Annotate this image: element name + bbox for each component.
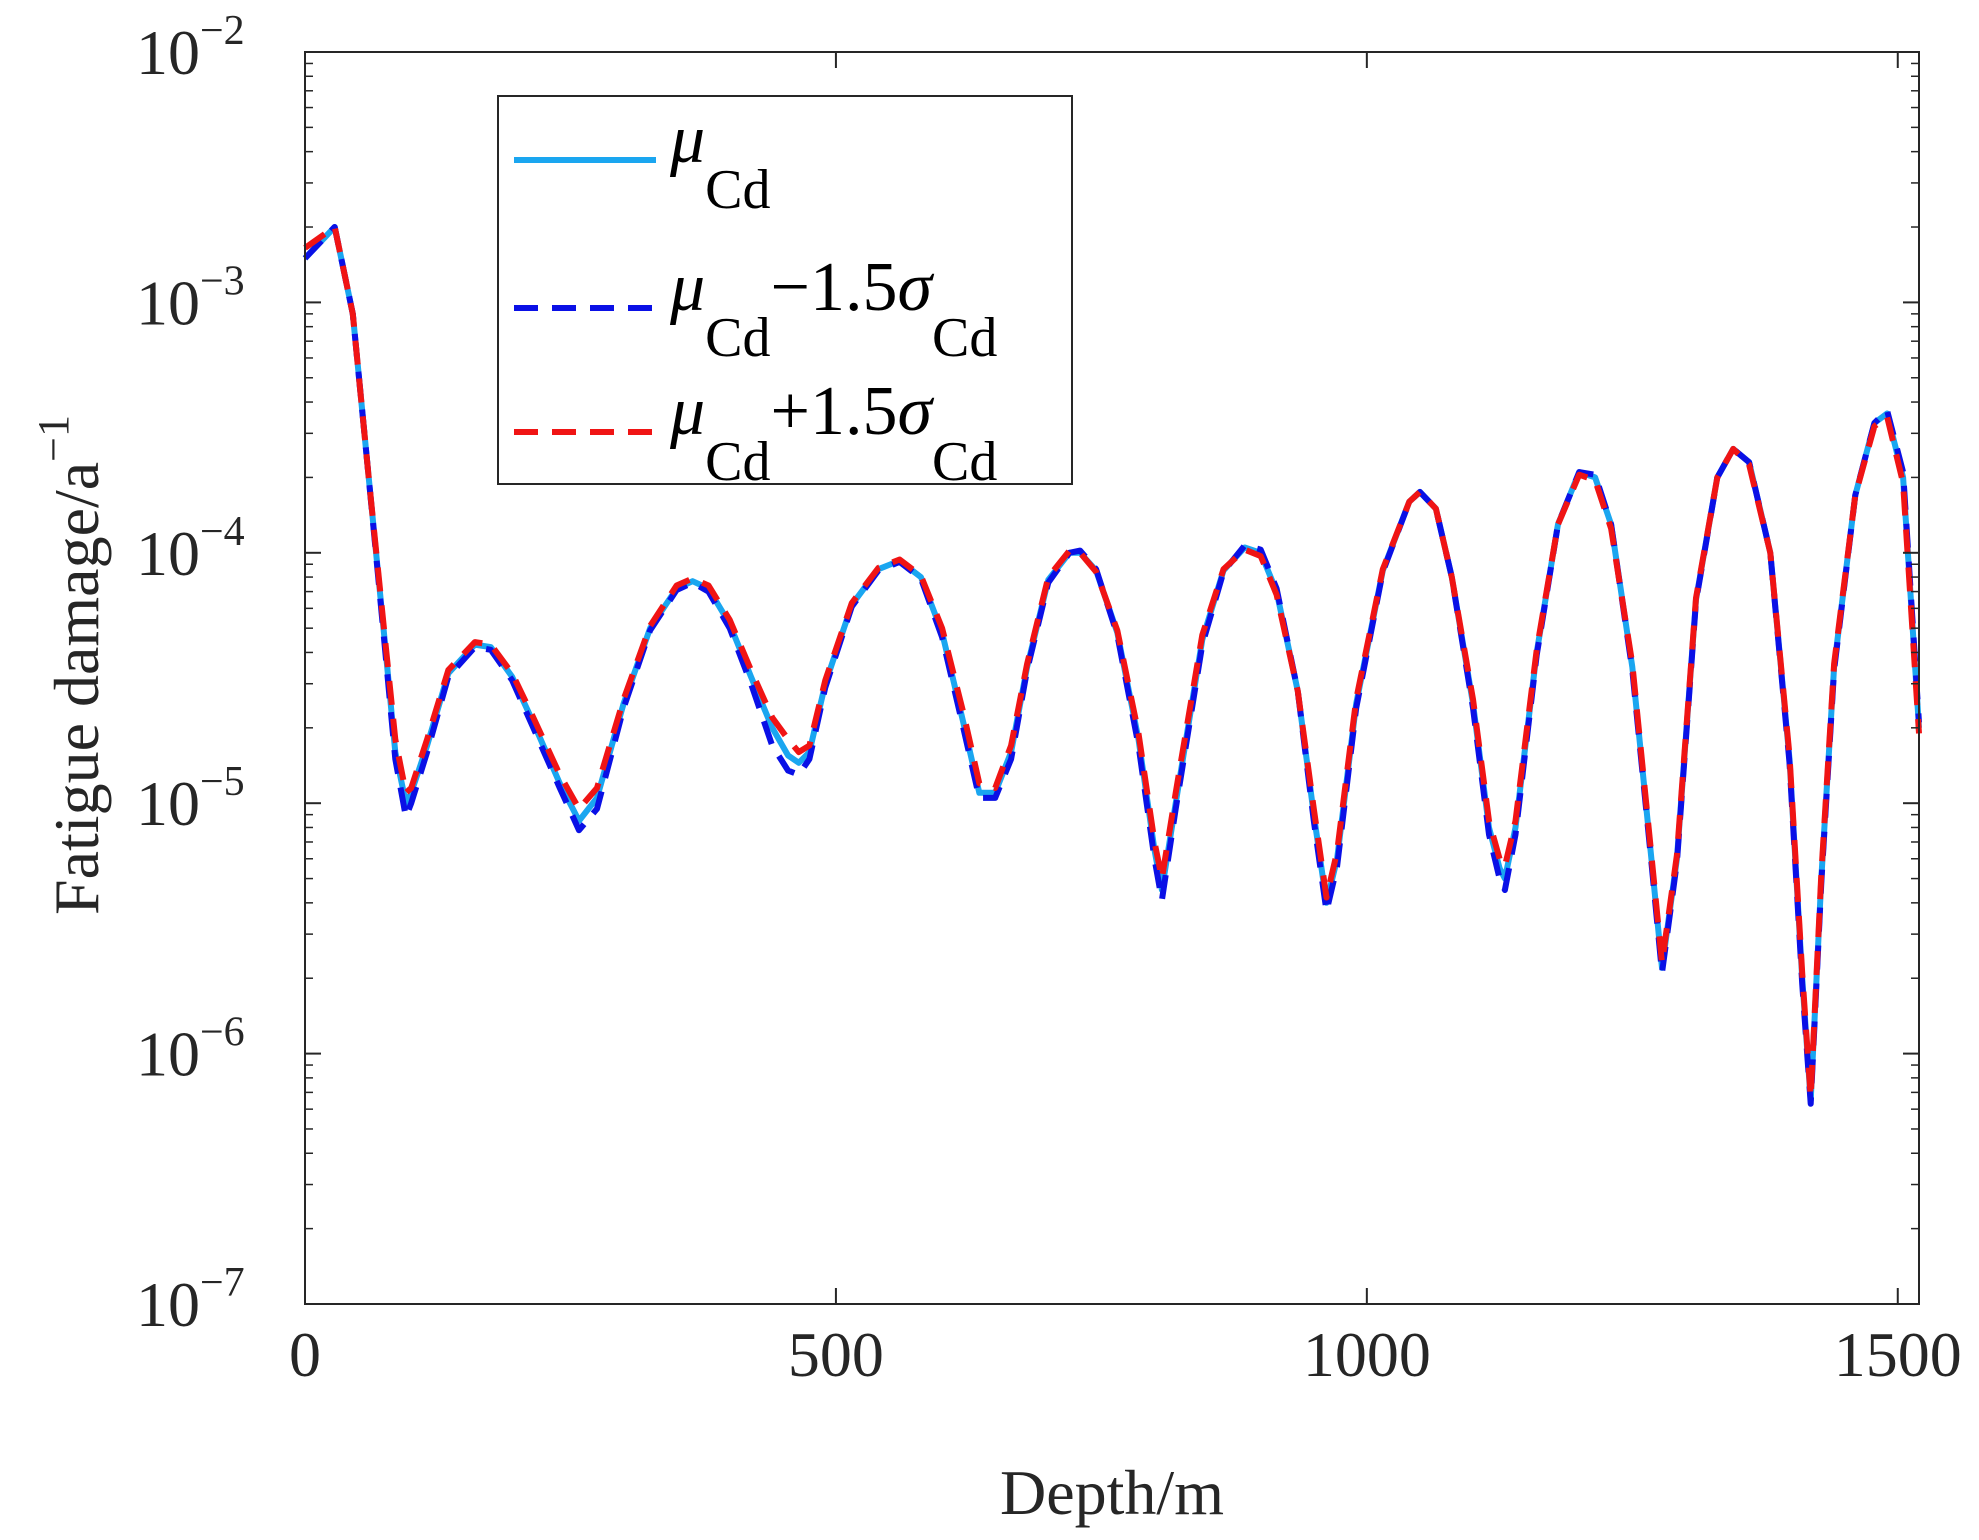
legend-sigma-subscript: Cd (932, 431, 997, 493)
y-tick-label-base: 10 (136, 768, 200, 839)
y-tick-label-exponent: −4 (200, 509, 245, 555)
y-tick-label-base: 10 (136, 1019, 200, 1090)
y-axis-ticks: 10−710−610−510−410−310−2 (136, 8, 1919, 1340)
y-tick-label: 10−5 (136, 759, 245, 839)
x-tick-label: 1500 (1834, 1319, 1962, 1390)
x-tick-label: 0 (289, 1319, 321, 1390)
legend-sigma: σ (897, 373, 934, 450)
y-axis-label-superscript: −1 (29, 415, 78, 462)
y-tick-label: 10−2 (136, 8, 245, 88)
legend-sigma-coefficient: 1.5 (810, 249, 898, 326)
legend-mu: μ (669, 101, 705, 178)
legend-mu: μ (669, 249, 705, 326)
series-line-2 (302, 224, 1922, 1107)
y-axis-label-main: Fatigue damage/a (41, 462, 112, 915)
y-tick-label: 10−6 (136, 1010, 245, 1090)
y-tick-label-exponent: −6 (200, 1010, 245, 1056)
y-tick-label: 10−7 (136, 1260, 245, 1340)
series-layer (302, 224, 1922, 1107)
y-tick-label-base: 10 (136, 17, 200, 88)
x-axis-ticks: 0 500 1000 1500 (289, 52, 1962, 1390)
plot-frame (304, 51, 1920, 1305)
legend-sigma: σ (897, 249, 934, 326)
legend-operator: + (771, 373, 810, 450)
y-tick-label: 10−3 (136, 258, 245, 338)
y-tick-label: 10−4 (136, 509, 245, 589)
y-tick-label-exponent: −5 (200, 759, 245, 805)
x-tick-label: 1000 (1303, 1319, 1431, 1390)
legend-label-3: μCd+1.5σCd (669, 373, 997, 493)
x-tick-label: 500 (788, 1319, 884, 1390)
legend-mu-subscript: Cd (705, 431, 770, 493)
y-tick-label-exponent: −3 (200, 258, 245, 304)
legend-label-1: μCd (669, 101, 771, 221)
y-axis-label: Fatigue damage/a−1 (29, 415, 112, 915)
x-axis-label: Depth/m (1000, 1457, 1224, 1528)
legend-operator: − (771, 249, 810, 326)
series-line-3 (303, 224, 1922, 1101)
y-tick-label-exponent: −7 (200, 1260, 245, 1306)
y-tick-label-exponent: −2 (200, 8, 245, 54)
y-tick-label-base: 10 (136, 1269, 200, 1340)
legend-mu-subscript: Cd (705, 159, 770, 221)
legend-sigma-subscript: Cd (932, 307, 997, 369)
legend-mu-subscript: Cd (705, 307, 770, 369)
y-tick-label-base: 10 (136, 267, 200, 338)
legend-label-2: μCd−1.5σCd (669, 249, 997, 369)
legend-sigma-coefficient: 1.5 (810, 373, 898, 450)
y-tick-label-base: 10 (136, 518, 200, 589)
legend-mu: μ (669, 373, 705, 450)
